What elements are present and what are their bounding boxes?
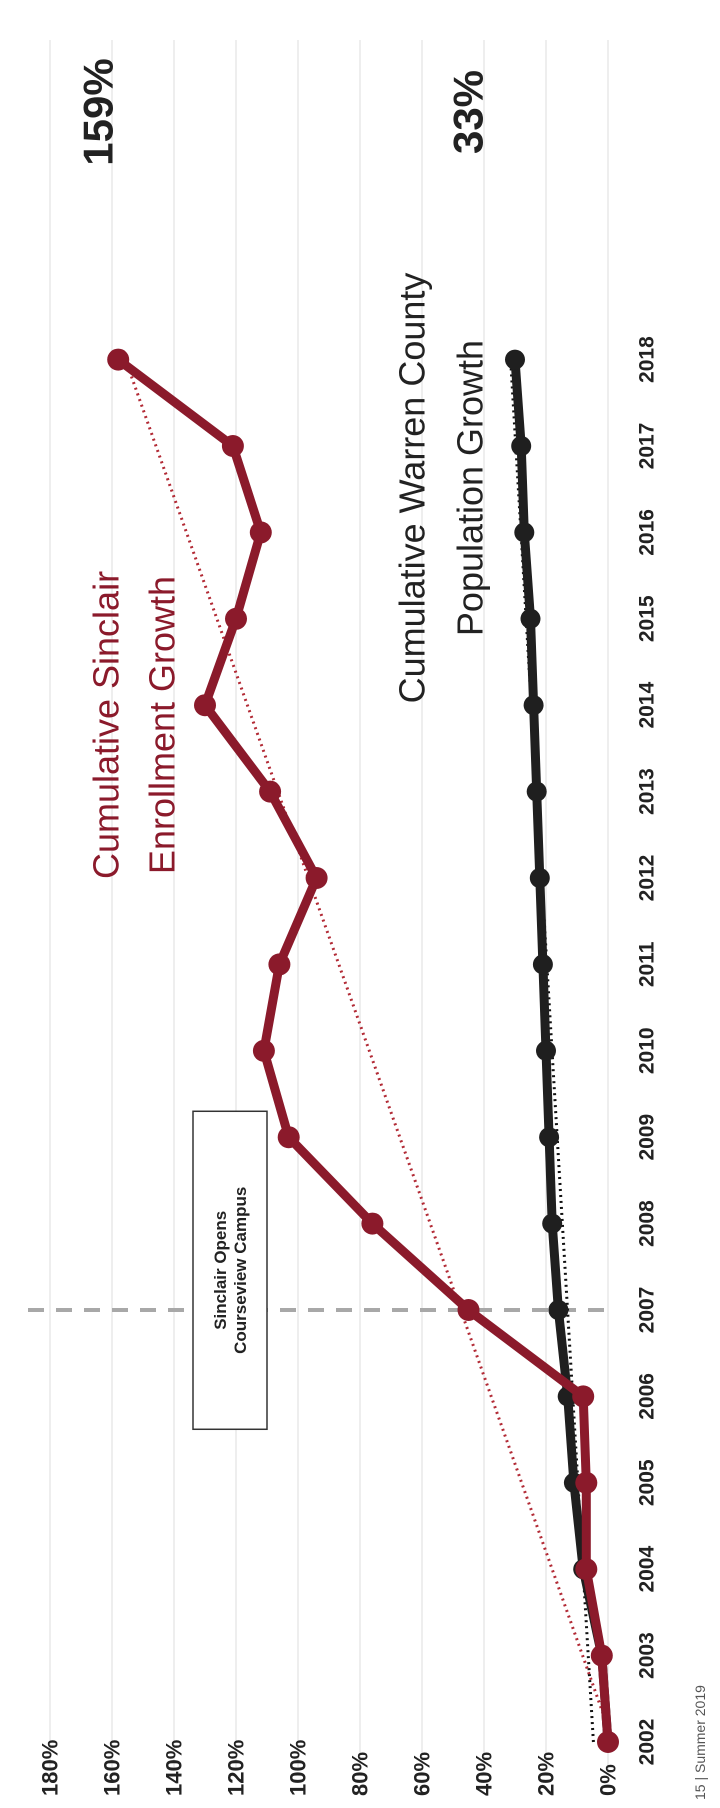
warren-label-line1: Cumulative Warren County <box>392 273 433 704</box>
x-tick-label: 2010 <box>635 1027 658 1074</box>
y-tick-label: 120% <box>224 1740 249 1796</box>
sinclair-point <box>597 1731 619 1753</box>
warren-line <box>510 355 613 1747</box>
sinclair-point <box>457 1299 480 1321</box>
warren-label-line2: Population Growth <box>450 340 491 636</box>
x-tick-label: 2002 <box>635 1719 658 1766</box>
y-tick-label: 100% <box>286 1740 311 1796</box>
x-tick-label: 2006 <box>635 1373 658 1420</box>
x-tick-label: 2009 <box>635 1114 658 1161</box>
sinclair-point <box>305 867 328 889</box>
warren-point <box>520 608 541 629</box>
event-label-line1: Sinclair Opens <box>211 1211 230 1330</box>
sinclair-point <box>575 1471 598 1494</box>
y-tick-label: 20% <box>534 1752 559 1796</box>
warren-point <box>514 522 535 543</box>
sinclair-point <box>259 780 282 803</box>
sinclair-point <box>277 1126 300 1149</box>
warren-end-label: 33% <box>445 70 492 154</box>
sinclair-point <box>194 694 216 717</box>
y-tick-label: 180% <box>38 1740 63 1796</box>
x-tick-label: 2012 <box>635 855 658 902</box>
sinclair-point <box>225 607 247 630</box>
sinclair-point <box>590 1644 613 1667</box>
sinclair-point <box>221 435 244 457</box>
x-tick-label: 2015 <box>635 595 658 642</box>
y-tick-label: 60% <box>410 1752 435 1796</box>
sinclair-point <box>249 521 272 544</box>
x-tick-label: 2018 <box>635 336 658 383</box>
y-tick-label: 0% <box>596 1764 621 1796</box>
footer-text: 15 | Summer 2019 <box>692 1685 708 1800</box>
sinclair-point <box>107 348 130 371</box>
sinclair-label-line1: Cumulative Sinclair <box>86 571 127 879</box>
warren-point <box>529 868 550 888</box>
warren-point <box>548 1300 569 1320</box>
y-tick-label: 140% <box>162 1740 187 1796</box>
x-tick-label: 2011 <box>635 941 658 987</box>
y-tick-label: 40% <box>472 1752 497 1796</box>
y-tick-label: 160% <box>100 1740 125 1796</box>
sinclair-line <box>113 355 613 1747</box>
warren-point <box>542 1213 563 1234</box>
x-tick-label: 2017 <box>635 423 658 470</box>
x-tick-label: 2003 <box>635 1632 658 1679</box>
sinclair-point <box>252 1039 275 1062</box>
x-tick-label: 2005 <box>635 1459 658 1506</box>
warren-point <box>505 349 525 370</box>
x-tick-label: 2014 <box>635 682 658 729</box>
warren-point <box>511 436 532 456</box>
event-label-line2: Courseview Campus <box>231 1187 250 1354</box>
sinclair-point <box>572 1385 595 1408</box>
sinclair-label-line2: Enrollment Growth <box>142 576 183 874</box>
warren-point <box>536 1040 556 1061</box>
warren-point <box>532 954 553 975</box>
y-tick-label: 80% <box>348 1752 373 1796</box>
sinclair-point <box>575 1558 598 1581</box>
sinclair-point <box>268 953 291 976</box>
x-tick-label: 2008 <box>635 1200 658 1247</box>
sinclair-point <box>361 1212 384 1235</box>
event-box <box>192 1110 268 1431</box>
sinclair-trendline <box>124 359 615 1743</box>
x-tick-label: 2007 <box>635 1287 658 1334</box>
warren-point <box>539 1127 560 1148</box>
x-tick-label: 2013 <box>635 768 658 815</box>
warren-point <box>523 695 544 716</box>
x-tick-label: 2004 <box>635 1546 658 1593</box>
warren-point <box>526 781 547 802</box>
sinclair-end-label: 159% <box>75 58 122 165</box>
x-tick-label: 2016 <box>635 509 658 556</box>
